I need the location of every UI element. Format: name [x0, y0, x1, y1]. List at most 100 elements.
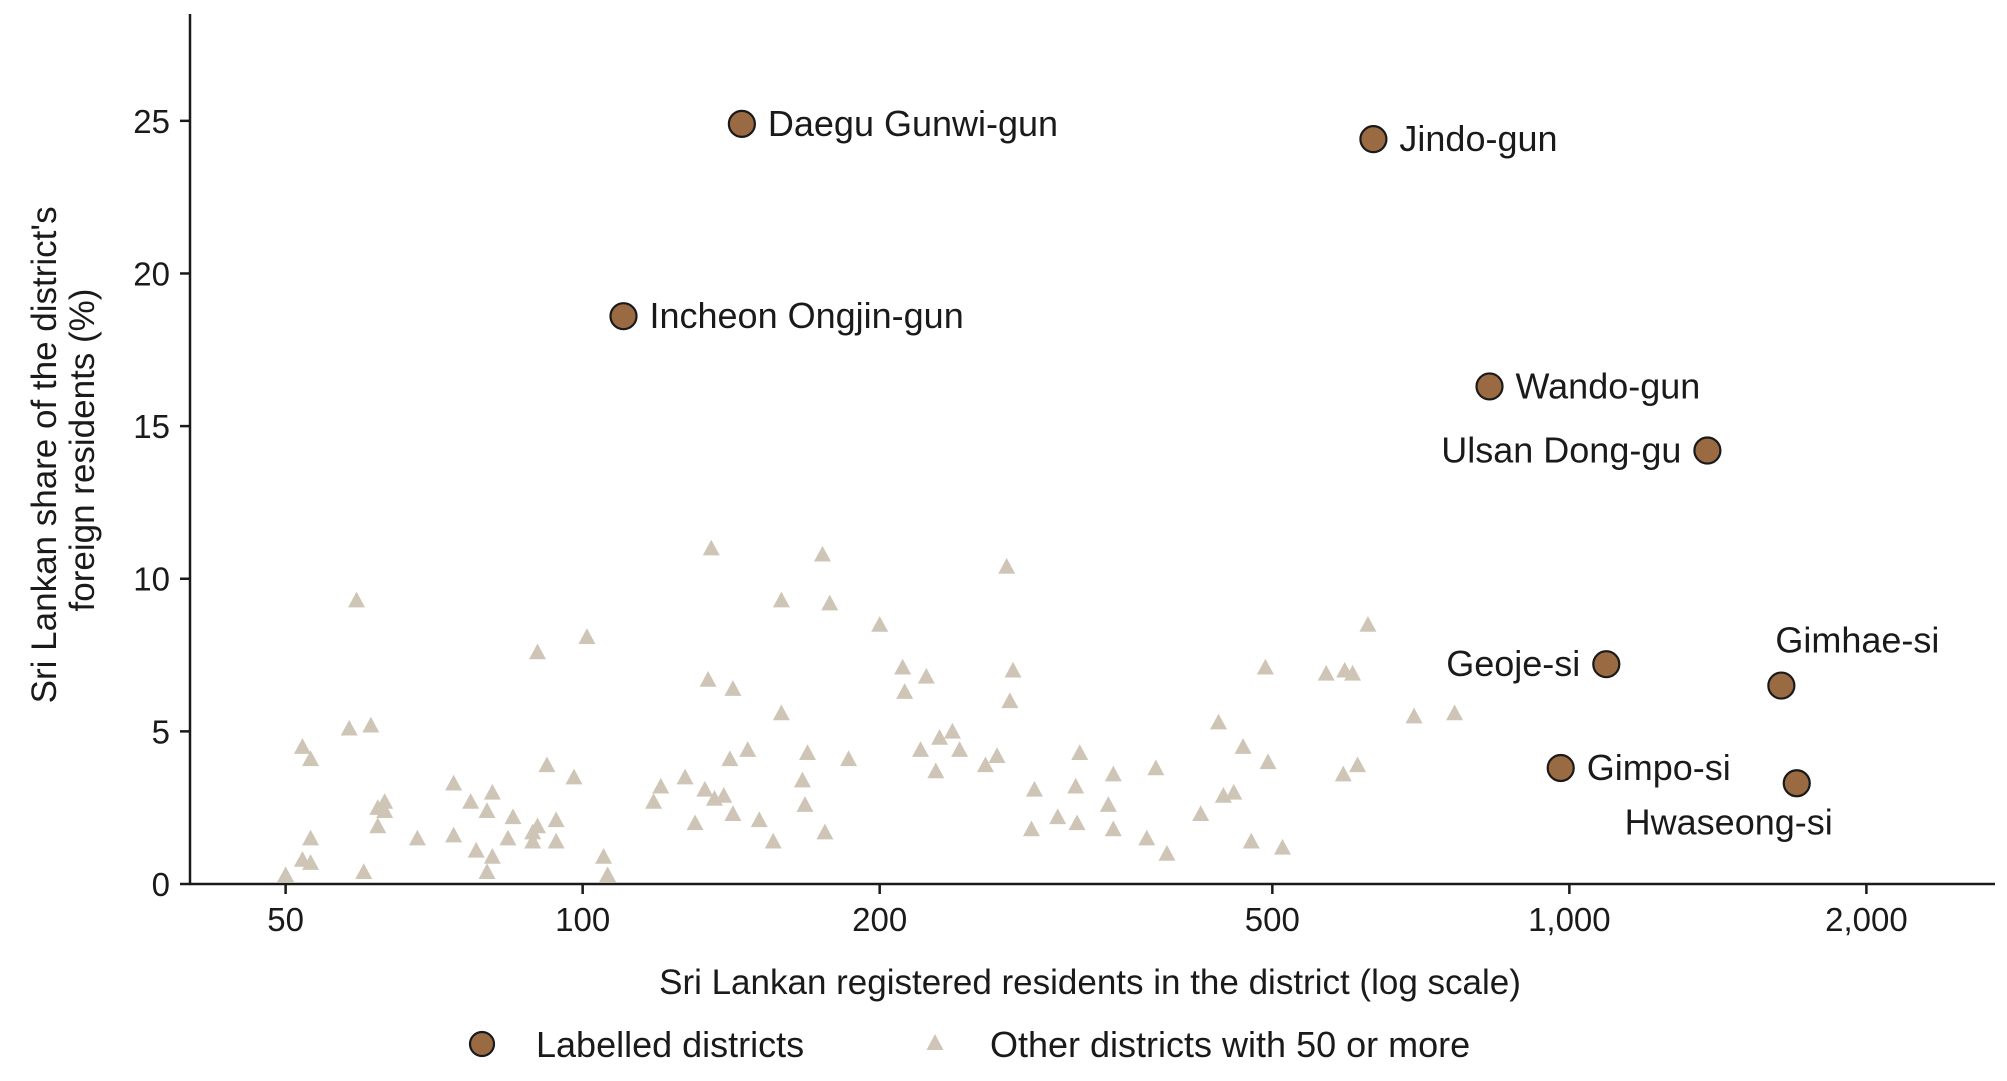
other-district-point [445, 826, 463, 843]
district-label: Daegu Gunwi-gun [768, 103, 1058, 144]
legend-label-other: Other districts with 50 or more [990, 1024, 1470, 1065]
other-district-point [1344, 664, 1362, 681]
other-district-point [277, 866, 295, 883]
labelled-district-point [609, 302, 638, 331]
other-district-point [1071, 744, 1089, 760]
other-district-point [1104, 765, 1122, 782]
other-district-point [1147, 759, 1165, 776]
other-district-point [721, 750, 739, 767]
other-district-point [750, 811, 768, 828]
y-tick-label: 0 [152, 866, 170, 903]
other-district-point [504, 808, 522, 825]
other-district-point [724, 680, 742, 696]
other-district-point [998, 558, 1016, 574]
x-tick-label: 500 [1245, 901, 1300, 938]
other-district-point [1001, 692, 1019, 709]
x-axis-ticks: 50 100 200 500 1,000 2,000 [267, 884, 1908, 938]
labelled-district-point [1475, 372, 1504, 401]
other-district-point [821, 594, 839, 611]
labelled-district-point [1782, 769, 1811, 798]
district-label: Incheon Ongjin-gun [649, 295, 963, 336]
other-district-point [1259, 753, 1277, 770]
other-district-point [739, 741, 757, 757]
x-axis-title: Sri Lankan registered residents in the d… [659, 963, 1521, 1002]
other-district-point [1104, 820, 1122, 837]
district-label: Gimhae-si [1775, 620, 1939, 661]
y-axis-title-line-1: Sri Lankan share of the district's [25, 206, 64, 703]
other-district-point [1234, 738, 1252, 754]
axes: 50 100 200 500 1,000 2,000 0 5 10 15 20 25 [133, 14, 1995, 938]
other-district-point [840, 750, 858, 767]
other-district-point [1359, 616, 1377, 632]
other-district-point [896, 683, 914, 699]
other-district-point [302, 829, 320, 846]
other-district-point [696, 780, 714, 797]
labelled-district-point [1592, 650, 1621, 679]
legend: Labelled districts Other districts with … [468, 1024, 1470, 1065]
other-district-point [355, 863, 373, 880]
other-district-point [816, 823, 834, 840]
other-district-point [1068, 814, 1086, 831]
other-district-point [686, 814, 704, 831]
district-label: Ulsan Dong-gu [1441, 430, 1681, 471]
other-district-point [1004, 661, 1022, 678]
other-district-point [529, 643, 547, 660]
other-district-point [1192, 805, 1210, 822]
other-district-point [772, 704, 790, 721]
other-district-point [376, 793, 394, 809]
other-district-point [1025, 780, 1043, 797]
legend-marker-labelled [468, 1030, 496, 1058]
other-district-point [1349, 756, 1367, 773]
y-axis-ticks: 0 5 10 15 20 25 [133, 103, 190, 903]
other-district-point [1158, 844, 1176, 861]
legend-label-labelled: Labelled districts [536, 1024, 804, 1065]
other-district-point [724, 805, 742, 822]
other-district-point [676, 768, 694, 785]
legend-marker-other [926, 1034, 944, 1050]
other-district-point [1242, 832, 1260, 849]
other-district-point [1256, 658, 1274, 675]
district-label: Geoje-si [1446, 643, 1580, 684]
other-district-point [652, 777, 670, 794]
labelled-district-point [1693, 436, 1722, 465]
other-district-point [1405, 707, 1423, 724]
other-district-point [702, 539, 720, 556]
other-district-point [699, 670, 717, 687]
y-axis-title-line-2: foreign residents (%) [63, 289, 102, 612]
other-district-point [529, 817, 547, 834]
other-district-point [715, 786, 733, 803]
y-axis-title: Sri Lankan share of the district's forei… [25, 197, 102, 704]
other-districts-series [277, 539, 1464, 883]
other-district-point [293, 738, 311, 754]
other-district-point [547, 832, 565, 849]
other-district-point [547, 811, 565, 828]
other-district-point [931, 728, 949, 745]
other-district-point [578, 628, 596, 644]
other-district-point [478, 802, 496, 818]
other-district-point [362, 716, 380, 733]
other-district-point [772, 591, 790, 608]
other-district-point [483, 848, 501, 864]
other-district-point [538, 756, 556, 773]
other-district-point [927, 762, 945, 779]
district-label: Wando-gun [1516, 365, 1701, 406]
other-district-point [764, 832, 782, 849]
other-district-point [951, 741, 969, 757]
labelled-district-point [1546, 753, 1575, 783]
x-tick-label: 100 [555, 901, 610, 938]
point-labels: Daegu Gunwi-gun Jindo-gun Incheon Ongjin-g… [649, 103, 1939, 842]
labelled-district-point [727, 109, 756, 138]
y-tick-label: 20 [133, 255, 170, 292]
other-district-point [478, 863, 496, 880]
plot-area: Daegu Gunwi-gun Jindo-gun Incheon Ongjin-g… [277, 103, 1939, 883]
other-district-point [302, 854, 320, 870]
other-district-point [302, 750, 320, 767]
y-tick-label: 5 [152, 713, 170, 750]
other-district-point [1334, 765, 1352, 782]
other-district-point [524, 832, 542, 849]
other-district-point [1225, 783, 1243, 800]
other-district-point [483, 783, 501, 800]
other-district-point [499, 829, 517, 846]
other-district-point [1138, 829, 1156, 846]
